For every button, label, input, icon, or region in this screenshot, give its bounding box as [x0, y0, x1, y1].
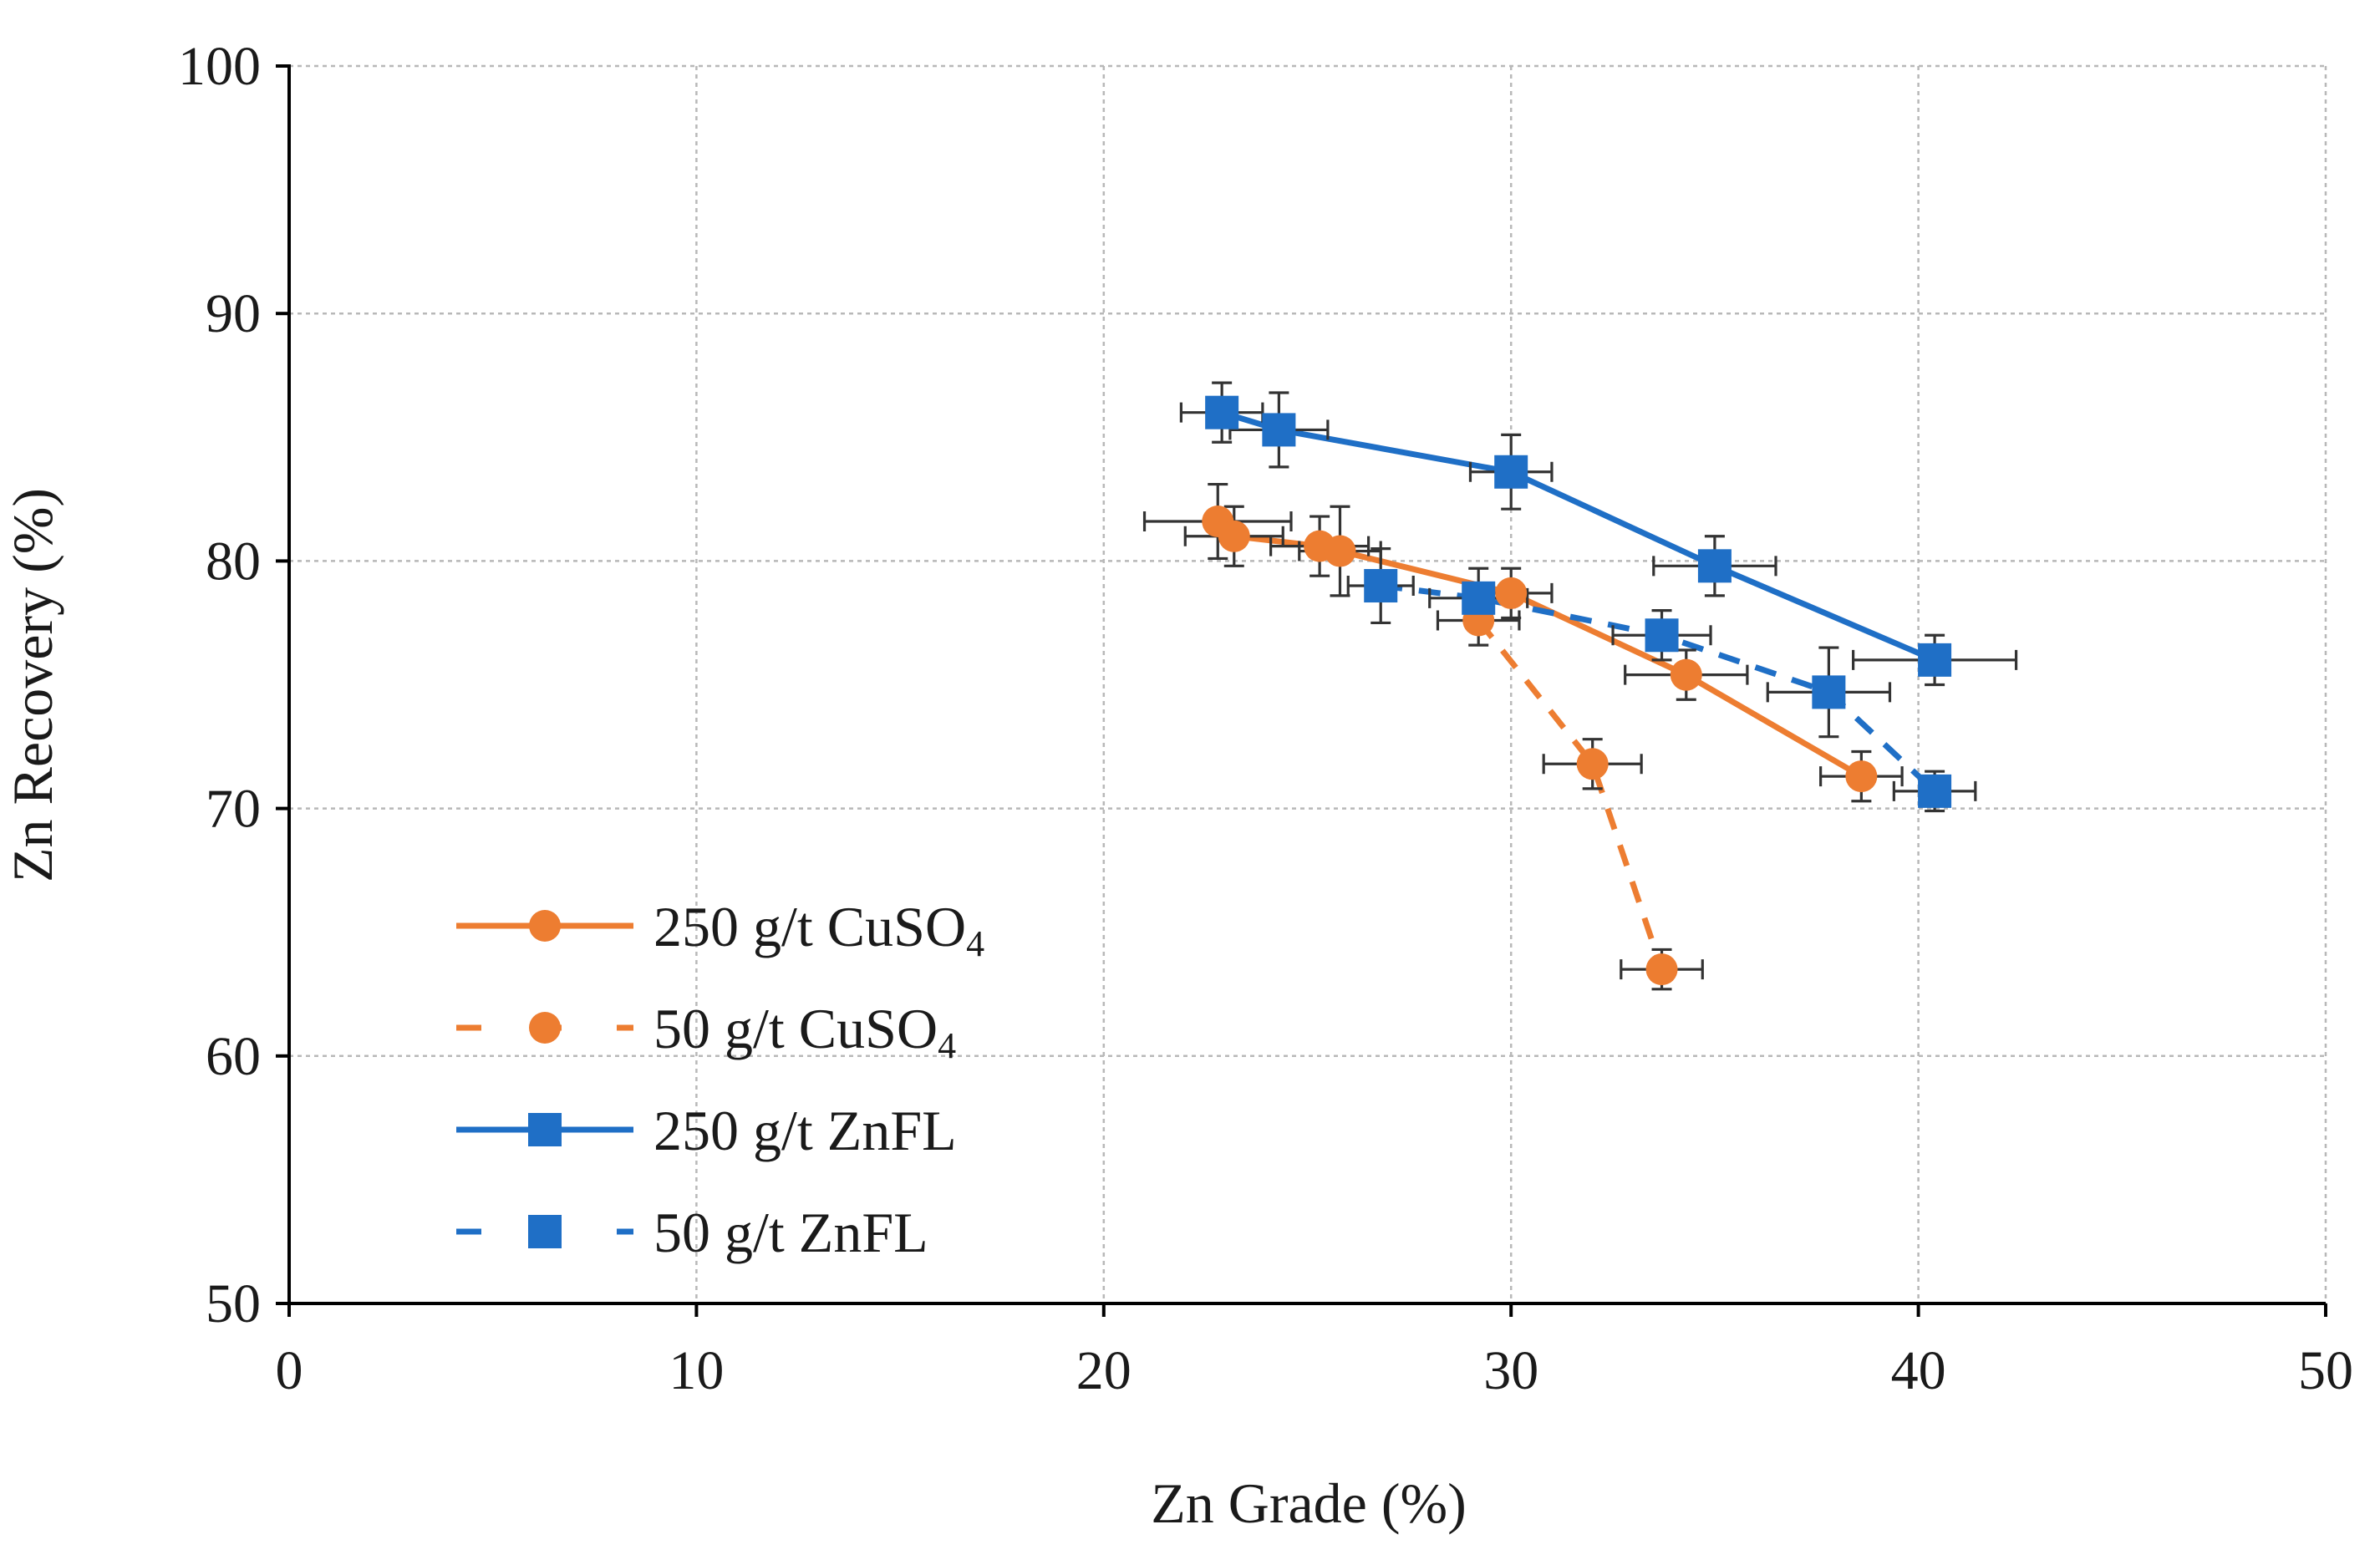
- legend-label: 50 g/t CuSO4: [653, 997, 956, 1066]
- legend-swatch-marker: [528, 1113, 562, 1146]
- data-point: [1576, 748, 1609, 780]
- x-tick-label: 30: [1483, 1340, 1538, 1401]
- data-point: [1845, 760, 1878, 793]
- data-point: [1918, 774, 1952, 808]
- data-markers: [1202, 395, 1952, 986]
- y-tick-label: 70: [206, 779, 261, 840]
- data-point: [1205, 395, 1239, 429]
- legend-label: 250 g/t ZnFL: [653, 1099, 957, 1162]
- y-tick-label: 80: [206, 531, 261, 592]
- axes: [276, 64, 2327, 1317]
- series-line-1: [1476, 618, 1665, 971]
- legend-label-subscript: 4: [966, 923, 984, 964]
- data-point: [1812, 675, 1846, 709]
- y-tick-label: 60: [206, 1026, 261, 1087]
- legend-label: 50 g/t ZnFL: [653, 1201, 928, 1264]
- y-tick-label: 100: [178, 36, 261, 97]
- y-tick-label: 90: [206, 283, 261, 344]
- y-axis-title: Zn Recovery (%): [1, 488, 64, 882]
- x-tick-label: 40: [1891, 1340, 1946, 1401]
- y-tick-label: 50: [206, 1273, 261, 1334]
- data-point: [1462, 581, 1496, 615]
- data-point: [1494, 455, 1528, 489]
- legend-label-text: 250 g/t CuSO: [653, 895, 966, 958]
- data-point: [1495, 577, 1528, 609]
- data-point: [1364, 569, 1398, 603]
- data-point: [1670, 658, 1702, 691]
- x-tick-label: 20: [1076, 1340, 1132, 1401]
- legend-label: 250 g/t CuSO4: [653, 895, 984, 964]
- data-point: [1918, 643, 1952, 677]
- data-point: [1697, 549, 1732, 583]
- data-point: [1645, 953, 1678, 986]
- data-point: [1645, 618, 1679, 653]
- x-tick-label: 10: [669, 1340, 724, 1401]
- tick-labels: 0 10 20 30 40 50 50 60 70 80 90 100: [178, 36, 2353, 1401]
- data-point: [1324, 535, 1356, 567]
- legend-label-text: 50 g/t CuSO: [653, 997, 938, 1060]
- gridlines: [289, 64, 2327, 1303]
- x-tick-label: 0: [276, 1340, 303, 1401]
- legend-swatch-marker: [528, 1215, 562, 1248]
- legend-swatch-marker: [529, 1012, 561, 1044]
- x-tick-label: 50: [2298, 1340, 2353, 1401]
- data-point: [1262, 413, 1296, 447]
- error-bars: [1142, 381, 2018, 991]
- legend-label-subscript: 4: [938, 1025, 956, 1066]
- data-point: [1218, 520, 1250, 552]
- legend-swatch-marker: [529, 910, 561, 942]
- legend-label-text: 50 g/t ZnFL: [653, 1201, 928, 1264]
- legend-label-text: 250 g/t ZnFL: [653, 1099, 957, 1162]
- x-axis-title: Zn Grade (%): [1151, 1471, 1467, 1535]
